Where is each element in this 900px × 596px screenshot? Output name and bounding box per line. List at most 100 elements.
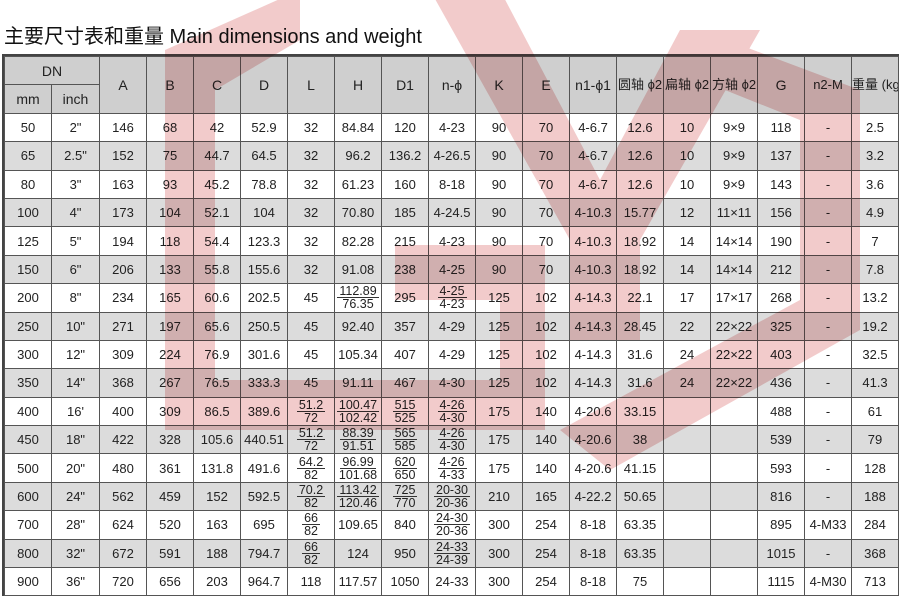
table-cell: 422 <box>99 425 148 455</box>
table-cell: 24-30 20-36 <box>428 510 477 540</box>
header-col: D1 <box>381 56 430 114</box>
table-cell: 152 <box>99 141 148 171</box>
table-cell: 28.45 <box>616 311 665 341</box>
table-cell: 333.3 <box>240 368 289 398</box>
table-cell: 45 <box>287 339 336 370</box>
table-cell: 24-33 24-39 <box>428 538 477 569</box>
table-cell: 163 <box>99 169 148 199</box>
table-cell: 70 <box>522 226 571 256</box>
fraction-bottom: 650 <box>394 467 416 482</box>
table-cell: 268 <box>757 283 806 313</box>
table-cell: 4-10.3 <box>569 197 618 228</box>
table-cell: 328 <box>146 425 195 455</box>
table-cell: 32 <box>287 112 336 143</box>
table-cell: - <box>804 368 853 398</box>
page-title: 主要尺寸表和重量 Main dimensions and weight <box>4 26 422 48</box>
table-cell: 117.57 <box>334 567 383 596</box>
fraction-value: 20-30 20-36 <box>430 484 475 509</box>
fraction-bottom: 76.35 <box>342 297 374 312</box>
table-cell: 90 <box>475 169 524 199</box>
table-cell: 15.77 <box>616 197 665 228</box>
table-cell: 4-24.5 <box>428 197 477 228</box>
table-cell <box>710 567 759 596</box>
table-cell: 14×14 <box>710 254 759 285</box>
table-cell: 28" <box>50 510 101 540</box>
table-cell: 2" <box>50 112 101 143</box>
table-cell: - <box>804 112 853 143</box>
table-cell: 90 <box>475 197 524 228</box>
table-cell: 124 <box>334 538 383 569</box>
table-cell: 90 <box>475 254 524 285</box>
fraction-bottom: 585 <box>394 439 416 454</box>
table-cell: 165 <box>522 481 571 512</box>
fraction-top: 100.47 <box>336 397 380 412</box>
table-cell: 24 <box>663 339 712 370</box>
table-cell: 895 <box>757 510 806 540</box>
table-cell: 284 <box>851 510 900 540</box>
table-cell: 3" <box>50 169 101 199</box>
table-cell: 4-14.3 <box>569 368 618 398</box>
table-cell: 16' <box>50 396 101 427</box>
table-cell: 8-18 <box>569 510 618 540</box>
fraction-value: 725 770 <box>383 484 428 511</box>
table-cell: 800 <box>4 538 52 569</box>
table-cell: 9×9 <box>710 169 759 199</box>
table-cell: 140 <box>522 425 571 455</box>
table-cell: 42 <box>193 112 242 143</box>
table-cell: 90 <box>475 112 524 143</box>
fraction-value: 113.42 120.46 <box>336 484 381 509</box>
table-cell: 4-20.6 <box>569 453 618 483</box>
table-cell: 620 650 <box>381 453 430 483</box>
table-cell: 224 <box>146 339 195 370</box>
fraction-bottom: 102.42 <box>338 410 378 425</box>
table-cell: 4-20.6 <box>569 425 618 455</box>
table-cell: 133 <box>146 254 195 285</box>
table-cell: 38 <box>616 425 665 455</box>
table-cell: 467 <box>381 368 430 398</box>
table-cell: 24" <box>50 481 101 512</box>
table-row: 350 14" 368 267 76.5 333.3 45 91.11 467 4-30 125 10… <box>4 368 900 398</box>
table-cell: 65.6 <box>193 311 242 341</box>
table-cell <box>710 396 759 427</box>
table-cell: 8-18 <box>569 538 618 569</box>
table-cell: 86.5 <box>193 396 242 427</box>
fraction-value: 24-30 20-36 <box>430 512 475 538</box>
table-cell: 18.92 <box>616 226 665 256</box>
fraction-top: 51.2 <box>296 426 326 441</box>
table-cell: 4-29 <box>428 339 477 370</box>
fraction-value: 88.39 91.51 <box>336 427 381 453</box>
table-cell: 61.23 <box>334 169 383 199</box>
table-cell: 295 <box>381 283 430 313</box>
table-cell: 128 <box>851 453 900 483</box>
table-cell: 22 <box>663 311 712 341</box>
table-cell: - <box>804 538 853 569</box>
table-cell: 14" <box>50 368 101 398</box>
table-cell: 44.7 <box>193 141 242 171</box>
table-cell: 565 585 <box>381 425 430 455</box>
table-cell: 104 <box>240 197 289 228</box>
table-cell: 8-18 <box>428 169 477 199</box>
table-cell: 90 <box>475 226 524 256</box>
table-row: 100 4" 173 104 52.1 104 32 70.80 185 4-24.5 90 70 4-… <box>4 197 900 228</box>
table-cell: 143 <box>757 169 806 199</box>
table-cell: 10 <box>663 112 712 143</box>
fraction-bottom: 770 <box>394 496 416 511</box>
table-cell: 4-26.5 <box>428 141 477 171</box>
table-cell: 2.5" <box>50 141 101 171</box>
table-cell <box>710 510 759 540</box>
table-cell: 96.2 <box>334 141 383 171</box>
table-cell: 84.84 <box>334 112 383 143</box>
table-cell: 175 <box>475 396 524 427</box>
fraction-top: 24-33 <box>434 539 470 554</box>
table-cell: 63.35 <box>616 538 665 569</box>
fraction-bottom: 101.68 <box>338 467 378 482</box>
header-col: A <box>99 56 148 114</box>
table-cell: - <box>804 311 853 341</box>
table-cell <box>663 567 712 596</box>
table-cell: 4.9 <box>851 197 900 228</box>
table-cell: 7 <box>851 226 900 256</box>
table-cell: - <box>804 425 853 455</box>
table-row: 50 2" 146 68 42 52.9 32 84.84 120 4-23 90 70 4-6.7 12… <box>4 112 900 143</box>
